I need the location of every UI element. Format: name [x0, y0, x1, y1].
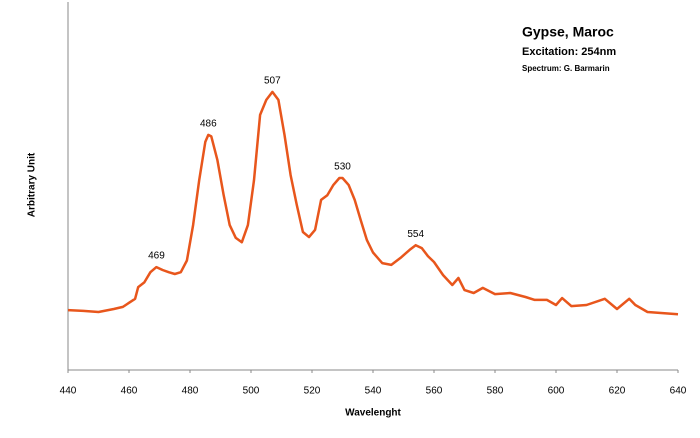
- x-tick-label: 440: [60, 386, 77, 397]
- credit: Spectrum: G. Barmarin: [522, 64, 610, 73]
- x-tick-label: 560: [426, 386, 443, 397]
- x-tick-label: 640: [670, 386, 687, 397]
- x-tick-label: 460: [121, 386, 138, 397]
- peak-label: 530: [334, 162, 351, 173]
- chart-subtitle: Excitation: 254nm: [522, 46, 616, 58]
- x-tick-label: 600: [548, 386, 565, 397]
- peak-label: 469: [148, 251, 165, 262]
- x-tick-label: 580: [487, 386, 504, 397]
- x-tick-label: 520: [304, 386, 321, 397]
- x-tick-label: 540: [365, 386, 382, 397]
- chart-title: Gypse, Maroc: [522, 24, 614, 40]
- y-axis-label: Arbitrary Unit: [27, 152, 38, 217]
- spectrum-line: [67, 90, 679, 316]
- x-tick-label: 480: [182, 386, 199, 397]
- x-axis-label: Wavelenght: [345, 408, 401, 419]
- peak-label: 507: [264, 76, 281, 87]
- peak-label: 554: [407, 229, 424, 240]
- x-tick-label: 500: [243, 386, 260, 397]
- x-tick-label: 620: [609, 386, 626, 397]
- peak-label: 486: [200, 119, 217, 130]
